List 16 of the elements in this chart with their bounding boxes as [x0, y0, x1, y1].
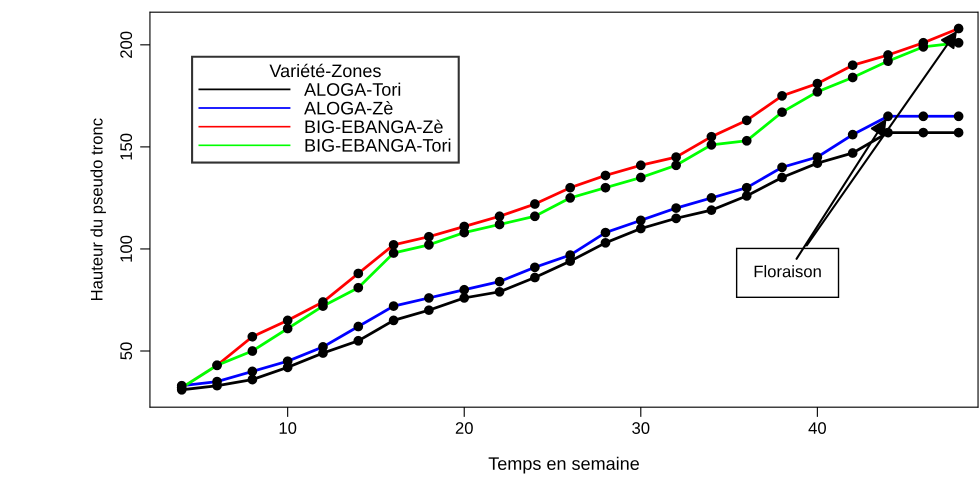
legend-title: Variété-Zones [269, 64, 381, 78]
x-tick-label: 20 [456, 422, 473, 434]
y-tick-label: 100 [120, 236, 132, 262]
annotation: Floraison [754, 265, 821, 278]
y-tick-label: 50 [120, 342, 132, 360]
x-axis-title: Temps en semaine [488, 456, 639, 474]
y-axis-title: Hauteur du pseudo tronc [90, 118, 106, 300]
legend-label: ALOGA-Zè [304, 101, 393, 115]
legend-label: BIG-EBANGA-Zè [306, 120, 443, 134]
legend-label: ALOGA-Tori [304, 82, 400, 96]
legend-label: BIG-EBANGA-Tori [306, 138, 450, 152]
x-tick-label: 30 [632, 422, 650, 434]
x-tick-label: 10 [280, 422, 296, 434]
x-tick-label: 40 [808, 422, 826, 434]
y-tick-label: 150 [120, 134, 132, 160]
y-tick-label: 200 [120, 32, 132, 58]
